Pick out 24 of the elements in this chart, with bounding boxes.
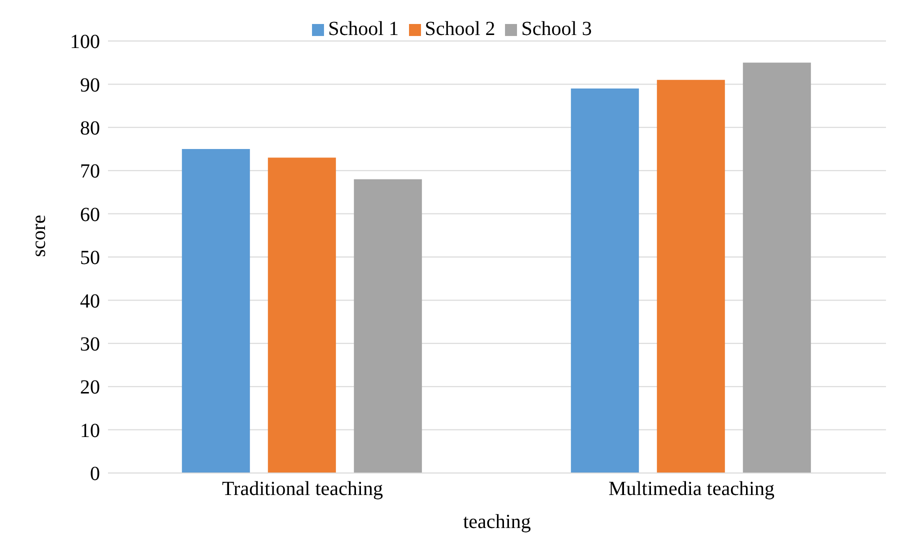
legend-label: School 3 <box>521 18 592 40</box>
y-tick-label: 80 <box>80 118 100 140</box>
y-tick-label: 100 <box>70 31 100 54</box>
y-tick-label: 0 <box>90 463 100 486</box>
y-tick-label: 90 <box>80 74 100 96</box>
y-tick-label: 20 <box>80 376 100 399</box>
bar <box>182 149 250 473</box>
bar <box>742 62 811 473</box>
bar <box>570 88 639 473</box>
x-axis-title: teaching <box>463 511 531 533</box>
y-axis-title: score <box>28 214 50 257</box>
x-tick-label: Multimedia teaching <box>608 478 775 500</box>
legend-label: School 1 <box>328 18 399 40</box>
y-tick-label: 70 <box>80 160 100 183</box>
bar <box>656 80 725 473</box>
legend-label: School 2 <box>424 18 496 40</box>
bar <box>354 179 422 473</box>
x-tick-label: Traditional teaching <box>222 478 383 500</box>
y-tick-label: 10 <box>80 420 100 442</box>
y-tick-label: 60 <box>80 204 100 226</box>
bar <box>268 158 336 473</box>
y-tick-label: 50 <box>80 247 100 270</box>
y-tick-label: 40 <box>80 290 100 312</box>
y-tick-label: 30 <box>80 334 100 356</box>
